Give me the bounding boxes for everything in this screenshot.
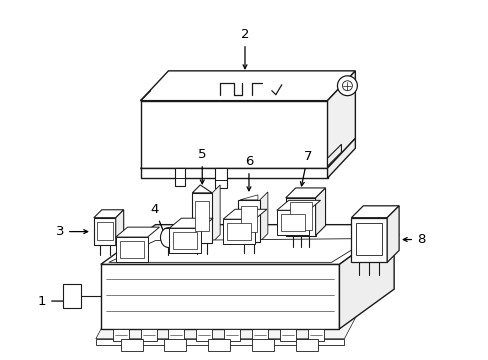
Polygon shape	[116, 210, 123, 246]
Polygon shape	[141, 71, 355, 100]
Polygon shape	[192, 185, 212, 193]
Polygon shape	[141, 168, 327, 178]
Polygon shape	[169, 218, 213, 228]
Polygon shape	[169, 228, 201, 253]
Polygon shape	[251, 329, 267, 341]
Polygon shape	[121, 339, 142, 351]
Polygon shape	[116, 237, 147, 262]
Polygon shape	[307, 329, 323, 341]
Bar	[120, 241, 143, 258]
Bar	[226, 223, 250, 240]
Polygon shape	[327, 71, 355, 168]
Circle shape	[342, 81, 352, 91]
Polygon shape	[351, 218, 386, 262]
Polygon shape	[141, 329, 156, 341]
Polygon shape	[260, 192, 267, 242]
Polygon shape	[327, 144, 341, 166]
Polygon shape	[327, 138, 355, 178]
Polygon shape	[96, 339, 344, 345]
Polygon shape	[141, 100, 327, 168]
Polygon shape	[116, 227, 159, 237]
Bar	[195, 201, 209, 231]
Polygon shape	[108, 239, 369, 262]
Polygon shape	[101, 264, 339, 329]
Polygon shape	[223, 209, 266, 219]
Polygon shape	[276, 201, 320, 210]
Polygon shape	[215, 168, 226, 188]
Polygon shape	[276, 210, 308, 235]
Polygon shape	[175, 168, 185, 186]
Polygon shape	[285, 198, 315, 235]
Polygon shape	[164, 339, 186, 351]
Polygon shape	[212, 185, 220, 243]
Polygon shape	[208, 339, 230, 351]
Polygon shape	[238, 200, 260, 242]
Bar	[97, 222, 113, 239]
Text: 8: 8	[403, 233, 425, 246]
Polygon shape	[168, 329, 184, 341]
Text: 4: 4	[150, 203, 167, 240]
Polygon shape	[113, 329, 128, 341]
Polygon shape	[94, 210, 123, 218]
Bar	[356, 223, 382, 255]
Polygon shape	[315, 188, 325, 235]
Polygon shape	[63, 284, 81, 308]
Polygon shape	[386, 206, 398, 262]
Polygon shape	[224, 329, 240, 341]
Text: 5: 5	[198, 148, 206, 184]
Polygon shape	[96, 235, 398, 339]
Polygon shape	[251, 339, 273, 351]
Ellipse shape	[160, 228, 176, 247]
Polygon shape	[240, 195, 257, 200]
Polygon shape	[94, 218, 116, 246]
Polygon shape	[339, 225, 393, 329]
Text: 3: 3	[56, 225, 87, 238]
Polygon shape	[295, 339, 317, 351]
Text: 1: 1	[38, 294, 77, 307]
Polygon shape	[285, 188, 325, 198]
Bar	[241, 206, 256, 231]
Polygon shape	[279, 329, 295, 341]
Polygon shape	[101, 225, 393, 264]
Polygon shape	[351, 206, 398, 218]
Text: 7: 7	[300, 150, 311, 186]
Bar	[173, 232, 197, 249]
Text: 2: 2	[240, 28, 249, 69]
Polygon shape	[223, 219, 254, 244]
Polygon shape	[196, 329, 212, 341]
Polygon shape	[192, 193, 212, 243]
Text: 6: 6	[244, 155, 253, 191]
Bar	[280, 214, 304, 231]
Bar	[289, 202, 311, 230]
Circle shape	[337, 76, 357, 96]
